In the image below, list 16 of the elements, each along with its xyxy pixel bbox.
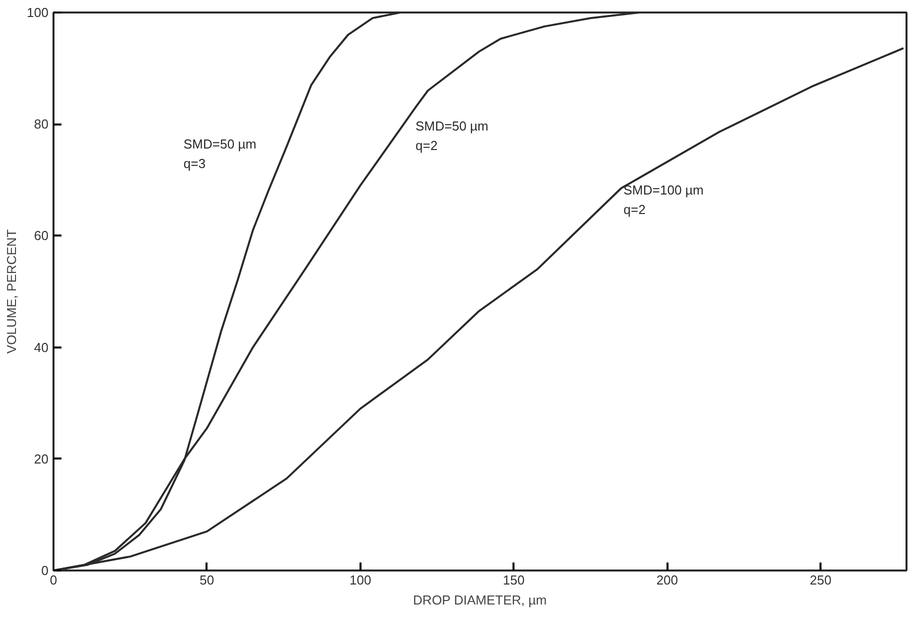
x-tick-label: 250 bbox=[810, 572, 832, 588]
x-tick-label: 100 bbox=[349, 572, 372, 588]
series-label: SMD=50 µm q=3 bbox=[184, 136, 256, 171]
series-label: SMD=50 µm q=2 bbox=[416, 118, 488, 153]
x-tick-label: 200 bbox=[656, 572, 678, 588]
y-tick-label: 60 bbox=[34, 228, 49, 244]
series-label: SMD=100 µm q=2 bbox=[624, 182, 704, 217]
x-tick-label: 150 bbox=[502, 572, 525, 588]
y-tick-label: 0 bbox=[41, 563, 49, 578]
x-tick-label: 50 bbox=[200, 572, 214, 588]
y-tick-label: 20 bbox=[34, 451, 49, 466]
x-axis-title: DROP DIAMETER, µm bbox=[413, 592, 547, 608]
y-tick-label: 80 bbox=[34, 116, 49, 132]
y-tick-label: 100 bbox=[26, 5, 49, 20]
y-axis-title: VOLUME, PERCENT bbox=[4, 229, 19, 354]
y-tick-label: 40 bbox=[34, 340, 49, 355]
